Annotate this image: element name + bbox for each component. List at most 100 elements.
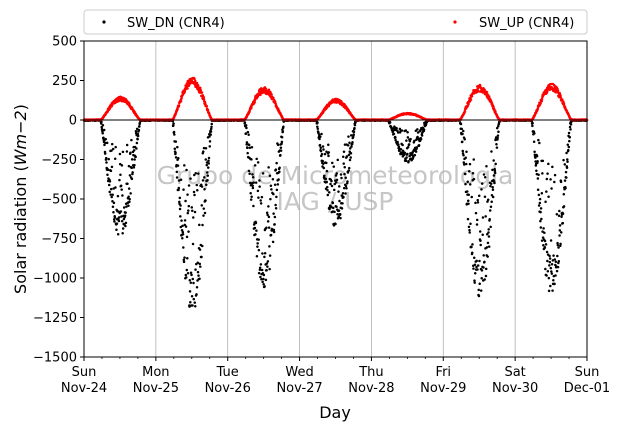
sw-dn-point [184, 199, 187, 203]
sw-dn-point [244, 132, 248, 135]
sw-dn-point [123, 214, 127, 217]
sw-dn-point [533, 132, 536, 135]
sw-dn-point [202, 150, 205, 153]
sw-dn-point [279, 153, 282, 157]
sw-dn-point [207, 156, 211, 160]
sw-dn-point [267, 166, 270, 169]
sw-dn-point [549, 284, 552, 288]
sw-dn-point [189, 301, 192, 304]
sw-up-point [199, 86, 202, 90]
sw-dn-point [318, 137, 321, 141]
sw-dn-point [136, 138, 139, 141]
sw-dn-point [174, 140, 178, 143]
sw-dn-point [483, 260, 486, 264]
sw-dn-point [198, 223, 201, 227]
y-axis-label: Solar radiation (Wm−2) [11, 104, 30, 294]
sw-dn-point [196, 270, 200, 274]
sw-dn-point [468, 183, 472, 186]
sw-dn-point [545, 190, 548, 193]
sw-dn-point [422, 128, 426, 132]
sw-dn-point [187, 230, 190, 233]
sw-dn-point [278, 166, 281, 169]
sw-dn-point [247, 143, 251, 147]
sw-dn-point [495, 146, 499, 149]
sw-dn-point [394, 136, 397, 139]
sw-dn-point [253, 226, 257, 230]
sw-dn-point [208, 145, 211, 148]
sw-dn-point [485, 232, 489, 236]
sw-dn-point [133, 158, 136, 161]
sw-dn-point [136, 132, 140, 136]
x-tick-label-date: Nov-25 [133, 381, 179, 396]
sw-dn-point [474, 201, 477, 205]
x-tick-label-date: Dec-01 [564, 381, 610, 396]
sw-dn-point [272, 212, 275, 215]
sw-dn-point [134, 155, 137, 159]
sw-dn-point [256, 189, 260, 193]
sw-dn-point [256, 161, 260, 164]
sw-dn-point [130, 166, 133, 170]
sw-dn-point [127, 187, 131, 190]
sw-up-point [485, 90, 489, 94]
sw-dn-point [551, 289, 554, 292]
sw-dn-point [558, 224, 562, 227]
sw-up-point [536, 107, 540, 110]
sw-dn-point [178, 196, 182, 200]
sw-dn-point [133, 163, 136, 167]
sw-dn-point [479, 289, 483, 292]
sw-dn-point [320, 132, 323, 136]
sw-dn-point [112, 211, 115, 214]
sw-dn-point [108, 180, 112, 183]
sw-dn-point [462, 163, 466, 166]
sw-dn-point [134, 130, 138, 133]
sw-dn-point [262, 282, 265, 286]
sw-dn-point [181, 224, 184, 228]
sw-dn-point [562, 205, 566, 208]
sw-dn-point [332, 165, 335, 168]
x-tick-label-date: Nov-26 [205, 381, 251, 396]
sw-dn-point [125, 150, 129, 153]
sw-dn-point [257, 196, 260, 199]
sw-dn-point [247, 133, 250, 137]
sw-dn-point [327, 154, 330, 158]
sw-dn-point [466, 199, 470, 202]
sw-dn-point [492, 174, 496, 177]
sw-dn-point [243, 121, 247, 124]
sw-dn-point [416, 128, 419, 131]
sw-dn-point [274, 206, 278, 210]
sw-dn-point [563, 163, 567, 166]
sw-dn-point [276, 143, 280, 147]
sw-dn-point [198, 277, 201, 280]
sw-dn-point [547, 289, 551, 293]
sw-dn-point [416, 131, 420, 134]
sw-dn-point [190, 295, 194, 298]
sw-up-point [202, 98, 206, 101]
sw-dn-point [472, 267, 475, 270]
sw-dn-point [318, 143, 322, 147]
sw-dn-point [121, 232, 124, 235]
sw-dn-point [468, 228, 471, 232]
sw-dn-point [563, 179, 567, 182]
sw-dn-point [399, 148, 403, 151]
sw-dn-point [135, 147, 138, 150]
sw-dn-point [353, 123, 357, 127]
sw-dn-point [195, 285, 199, 289]
y-tick-label: −250 [41, 153, 77, 168]
sw-dn-point [467, 193, 470, 197]
sw-dn-point [201, 179, 205, 182]
sw-dn-point [337, 209, 341, 212]
sw-dn-point [208, 140, 212, 143]
sw-dn-point [564, 186, 567, 190]
sw-dn-point [331, 161, 334, 165]
sw-dn-point [555, 269, 559, 273]
sw-dn-point [481, 233, 484, 236]
sw-dn-point [335, 205, 338, 208]
sw-dn-point [266, 260, 270, 263]
sw-dn-point [260, 278, 263, 281]
sw-dn-point [479, 243, 482, 247]
sw-dn-point [488, 217, 491, 221]
x-tick-label-day: Wed [285, 365, 313, 380]
sw-dn-point [531, 121, 534, 125]
sw-dn-point [331, 201, 335, 205]
sw-dn-point [124, 224, 127, 228]
